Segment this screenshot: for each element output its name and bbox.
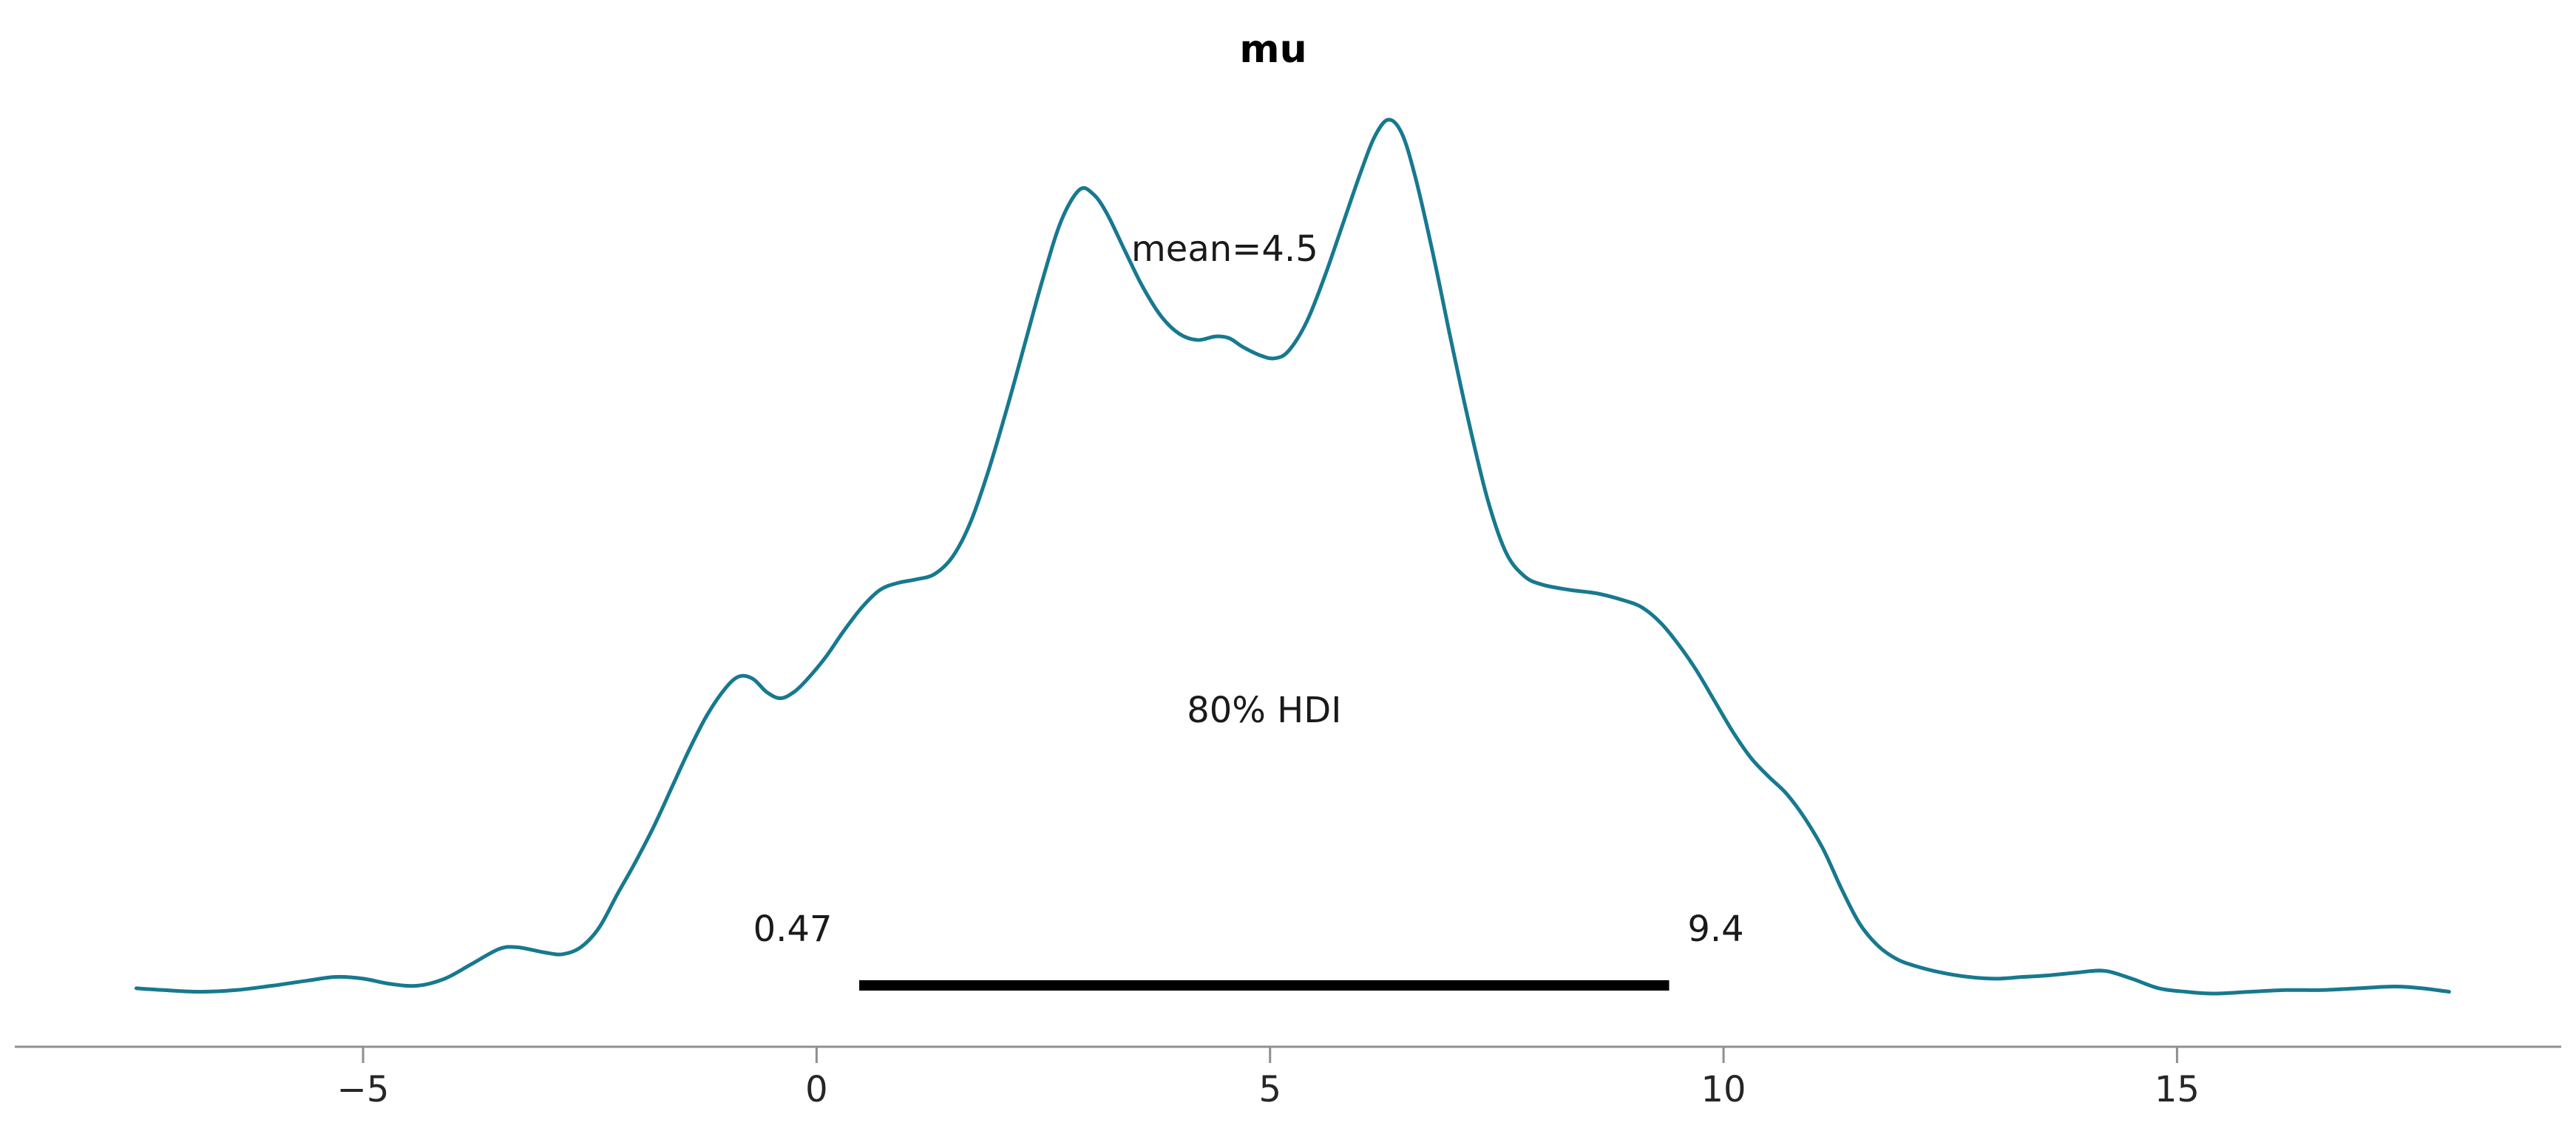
x-tick-label: 10: [1701, 1069, 1746, 1110]
hdi-upper-value: 9.4: [1687, 909, 1743, 950]
kde-curve: [134, 118, 2451, 996]
plot-title: mu: [1239, 27, 1306, 72]
hdi-lower-value: 0.47: [753, 909, 833, 950]
mean-annotation: mean=4.5: [1131, 228, 1318, 270]
x-axis-ticks: −5 0 5 10 15: [337, 1047, 2200, 1110]
hdi-annotation: 80% HDI: [1187, 690, 1341, 731]
x-tick-label: 0: [805, 1069, 828, 1110]
x-tick-label: −5: [337, 1069, 390, 1110]
x-tick-label: 15: [2155, 1069, 2200, 1110]
x-tick-label: 5: [1258, 1069, 1281, 1110]
